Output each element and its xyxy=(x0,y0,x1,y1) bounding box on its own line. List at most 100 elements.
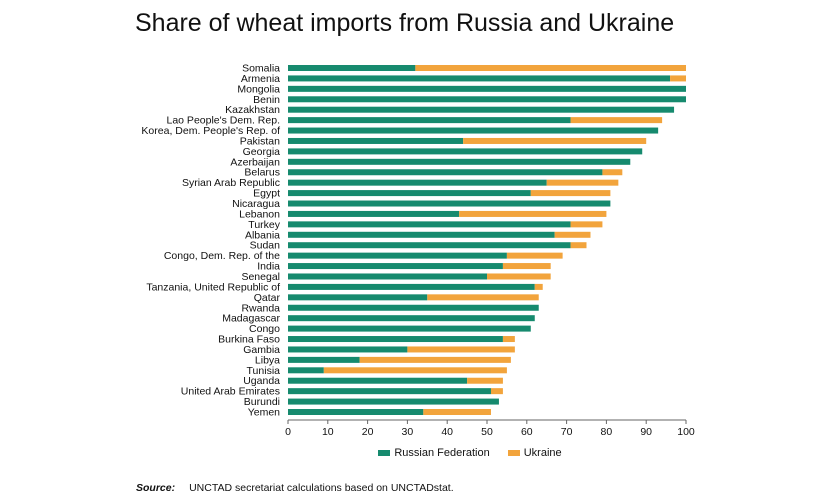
category-label-rwanda: Rwanda xyxy=(241,302,280,314)
bar-russian-federation-belarus xyxy=(288,169,603,176)
bar-russian-federation-congo xyxy=(288,325,531,332)
bar-ukraine-india xyxy=(502,263,551,270)
x-tick-label-0: 0 xyxy=(285,426,291,438)
bar-ukraine-yemen xyxy=(423,409,491,415)
bar-russian-federation-congo-dem-rep-of-the xyxy=(288,252,507,259)
bar-russian-federation-lebanon xyxy=(288,210,460,217)
bar-russian-federation-armenia xyxy=(288,75,671,82)
category-label-nicaragua: Nicaragua xyxy=(232,198,280,210)
x-tick-label-20: 20 xyxy=(362,426,374,438)
bar-russian-federation-albania xyxy=(288,231,555,238)
bar-russian-federation-nicaragua xyxy=(288,200,611,207)
bar-ukraine-albania xyxy=(554,231,591,238)
bar-ukraine-lao-people-s-dem-rep xyxy=(570,117,663,124)
bar-russian-federation-mongolia xyxy=(288,85,686,92)
category-label-turkey: Turkey xyxy=(248,219,280,231)
bar-ukraine-lebanon xyxy=(459,210,607,217)
category-label-burkina-faso: Burkina Faso xyxy=(218,334,280,346)
bar-russian-federation-india xyxy=(288,263,503,270)
stacked-bar-chart: SomaliaArmeniaMongoliaBeninKazakhstanLao… xyxy=(141,63,695,439)
category-label-mongolia: Mongolia xyxy=(237,83,280,95)
legend-item-ukraine: Ukraine xyxy=(507,447,562,459)
category-label-benin: Benin xyxy=(253,94,280,106)
bar-ukraine-senegal xyxy=(487,273,551,280)
bar-russian-federation-turkey xyxy=(288,221,571,228)
bar-russian-federation-somalia xyxy=(288,65,416,71)
bar-russian-federation-libya xyxy=(288,356,360,363)
category-label-kazakhstan: Kazakhstan xyxy=(225,104,280,116)
legend-label-russia: Russian Federation xyxy=(394,447,490,459)
source-note: Source: UNCTAD secretariat calculations b… xyxy=(136,482,454,494)
x-tick-label-70: 70 xyxy=(561,426,573,438)
bar-russian-federation-burkina-faso xyxy=(288,336,503,343)
bar-russian-federation-senegal xyxy=(288,273,487,280)
legend-item-russia: Russian Federation xyxy=(378,447,490,459)
bar-ukraine-armenia xyxy=(670,75,686,82)
bar-russian-federation-kazakhstan xyxy=(288,106,675,113)
category-label-korea-dem-people-s-rep-of: Korea, Dem. People's Rep. of xyxy=(141,125,280,137)
bar-ukraine-tunisia xyxy=(323,367,507,374)
bar-russian-federation-uganda xyxy=(288,377,468,384)
chart-legend: Russian Federation Ukraine xyxy=(0,447,840,459)
category-label-madagascar: Madagascar xyxy=(222,313,280,325)
category-label-armenia: Armenia xyxy=(241,73,280,85)
source-text: UNCTAD secretariat calculations based on… xyxy=(189,482,454,494)
category-label-somalia: Somalia xyxy=(242,63,280,75)
category-label-sudan: Sudan xyxy=(250,240,281,252)
x-tick-label-40: 40 xyxy=(441,426,453,438)
page-title: Share of wheat imports from Russia and U… xyxy=(135,9,675,37)
bar-ukraine-uganda xyxy=(467,377,503,384)
category-label-uganda: Uganda xyxy=(243,375,280,387)
x-tick-label-50: 50 xyxy=(481,426,493,438)
x-tick-label-100: 100 xyxy=(677,426,695,438)
bar-russian-federation-azerbaijan xyxy=(288,158,631,165)
bar-russian-federation-lao-people-s-dem-rep xyxy=(288,117,571,124)
bar-ukraine-libya xyxy=(359,356,511,363)
bar-ukraine-pakistan xyxy=(463,137,647,144)
bar-russian-federation-tanzania-united-republic-of xyxy=(288,283,535,290)
bar-ukraine-congo-dem-rep-of-the xyxy=(506,252,563,259)
bar-ukraine-egypt xyxy=(530,190,611,197)
x-tick-label-30: 30 xyxy=(402,426,414,438)
source-label: Source: xyxy=(136,482,176,494)
bar-russian-federation-sudan xyxy=(288,242,571,249)
bar-russian-federation-burundi xyxy=(288,398,499,405)
bar-russian-federation-rwanda xyxy=(288,304,539,311)
category-label-azerbaijan: Azerbaijan xyxy=(230,156,280,168)
bar-ukraine-burkina-faso xyxy=(502,336,515,343)
bar-ukraine-united-arab-emirates xyxy=(490,388,503,395)
bar-russian-federation-madagascar xyxy=(288,315,535,322)
x-tick-label-10: 10 xyxy=(322,426,334,438)
x-tick-label-60: 60 xyxy=(521,426,533,438)
bar-russian-federation-united-arab-emirates xyxy=(288,388,491,395)
category-label-libya: Libya xyxy=(255,354,280,366)
bar-russian-federation-yemen xyxy=(288,409,424,415)
category-label-united-arab-emirates: United Arab Emirates xyxy=(181,386,280,398)
category-label-qatar: Qatar xyxy=(254,292,281,304)
category-label-lao-people-s-dem-rep: Lao People's Dem. Rep. xyxy=(167,115,281,127)
bar-russian-federation-tunisia xyxy=(288,367,324,374)
category-label-belarus: Belarus xyxy=(244,167,280,179)
bar-ukraine-belarus xyxy=(602,169,623,176)
legend-label-ukraine: Ukraine xyxy=(523,447,562,459)
category-label-georgia: Georgia xyxy=(243,146,281,158)
category-label-india: India xyxy=(257,261,280,273)
bar-russian-federation-egypt xyxy=(288,190,531,197)
bar-russian-federation-qatar xyxy=(288,294,428,301)
category-label-burundi: Burundi xyxy=(244,396,280,408)
category-label-syrian-arab-republic: Syrian Arab Republic xyxy=(182,177,280,189)
category-label-senegal: Senegal xyxy=(241,271,280,283)
bar-russian-federation-korea-dem-people-s-rep-of xyxy=(288,127,659,134)
category-label-pakistan: Pakistan xyxy=(240,135,280,147)
bar-russian-federation-syrian-arab-republic xyxy=(288,179,547,186)
category-label-congo-dem-rep-of-the: Congo, Dem. Rep. of the xyxy=(164,250,280,262)
category-label-albania: Albania xyxy=(245,229,280,241)
bar-ukraine-gambia xyxy=(407,346,515,353)
category-label-egypt: Egypt xyxy=(253,188,280,200)
category-label-congo: Congo xyxy=(249,323,280,335)
bar-russian-federation-pakistan xyxy=(288,137,464,144)
x-tick-label-80: 80 xyxy=(601,426,613,438)
category-label-lebanon: Lebanon xyxy=(239,208,280,220)
category-label-gambia: Gambia xyxy=(243,344,280,356)
bar-russian-federation-benin xyxy=(288,96,686,103)
